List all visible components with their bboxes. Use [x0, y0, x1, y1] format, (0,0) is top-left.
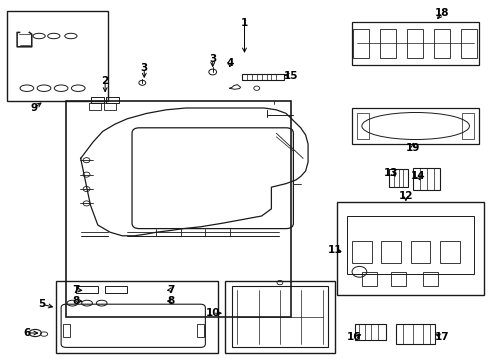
Text: 9: 9 — [31, 103, 38, 113]
Bar — [91, 97, 104, 103]
Bar — [76, 286, 98, 293]
Text: 1: 1 — [241, 18, 247, 28]
Bar — [460, 29, 476, 58]
Bar — [406, 29, 422, 58]
Bar — [224, 281, 334, 353]
Text: 12: 12 — [398, 191, 412, 201]
Bar — [105, 97, 119, 103]
Text: 7: 7 — [167, 285, 175, 295]
Bar — [361, 272, 376, 286]
Text: 10: 10 — [205, 308, 220, 318]
Bar — [62, 324, 70, 337]
Bar — [351, 22, 478, 65]
Bar — [196, 324, 203, 337]
Bar — [410, 241, 429, 263]
Bar — [381, 241, 400, 263]
Bar — [351, 108, 478, 144]
Bar — [242, 74, 283, 80]
Bar — [433, 29, 449, 58]
Bar — [103, 103, 116, 110]
Bar — [7, 11, 107, 101]
Text: 14: 14 — [410, 171, 425, 181]
Bar — [388, 169, 407, 187]
Bar — [351, 241, 371, 263]
Text: 19: 19 — [405, 143, 420, 153]
Bar — [89, 103, 101, 110]
Text: 18: 18 — [434, 8, 449, 18]
Bar — [390, 272, 405, 286]
Bar — [105, 286, 127, 293]
Bar — [461, 113, 473, 139]
Text: 8: 8 — [72, 296, 79, 306]
Text: 3: 3 — [141, 63, 147, 73]
Text: 6: 6 — [23, 328, 30, 338]
Text: 15: 15 — [283, 71, 298, 81]
Bar — [66, 101, 290, 317]
Text: 11: 11 — [327, 245, 342, 255]
Bar — [337, 202, 483, 295]
Text: 5: 5 — [38, 299, 45, 309]
Bar — [352, 29, 368, 58]
Bar — [56, 281, 217, 353]
Bar — [232, 286, 327, 347]
Text: 8: 8 — [167, 296, 174, 306]
Text: 2: 2 — [102, 76, 108, 86]
Bar — [354, 324, 386, 340]
Text: 17: 17 — [434, 332, 449, 342]
Bar — [395, 324, 434, 344]
Text: 3: 3 — [209, 54, 216, 64]
Bar — [439, 241, 459, 263]
Bar — [356, 113, 368, 139]
Bar — [422, 272, 437, 286]
Text: 16: 16 — [346, 332, 361, 342]
Text: 4: 4 — [225, 58, 233, 68]
Bar — [346, 216, 473, 274]
Bar — [412, 168, 439, 190]
Text: 7: 7 — [72, 285, 80, 295]
Bar — [379, 29, 395, 58]
Text: 13: 13 — [383, 168, 398, 178]
